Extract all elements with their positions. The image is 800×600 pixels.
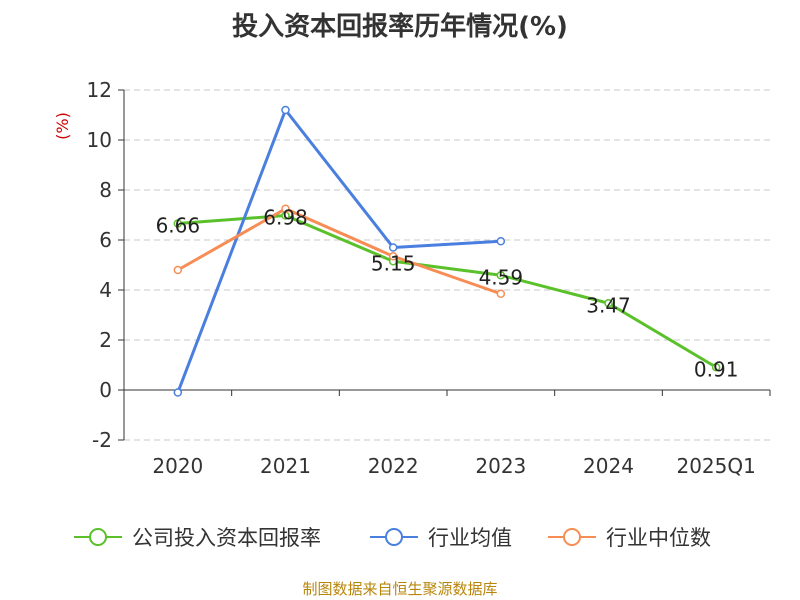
data-label: 6.98 <box>263 206 308 230</box>
legend-marker <box>89 528 107 546</box>
data-labels: 6.66 6.98 5.15 4.59 3.47 0.91 <box>156 206 739 382</box>
y-tick-label: 4 <box>99 278 112 302</box>
x-tick-label: 2022 <box>368 454 419 478</box>
legend-label: 行业均值 <box>428 526 512 550</box>
data-label: 0.91 <box>694 357 739 381</box>
data-point <box>496 271 506 280</box>
legend-label: 行业中位数 <box>606 526 711 550</box>
y-axis-label: (%) <box>53 112 72 140</box>
series-line-1 <box>176 108 501 394</box>
data-point <box>281 105 290 115</box>
data-point <box>388 252 398 261</box>
x-tick-label: 2025Q1 <box>676 454 755 478</box>
x-tick-label: 2023 <box>475 454 526 478</box>
chart-title: 投入资本回报率历年情况(%) <box>232 12 568 42</box>
data-label: 3.47 <box>586 293 631 317</box>
y-tick-label: 12 <box>87 78 112 102</box>
series-group <box>173 105 721 397</box>
data-label: 6.66 <box>156 214 201 238</box>
data-point <box>711 363 721 372</box>
y-axis-ticks: -2 0 2 4 6 8 10 12 <box>87 78 124 452</box>
data-point <box>388 243 398 252</box>
x-tick-label: 2020 <box>152 454 203 478</box>
data-point <box>604 299 613 308</box>
y-tick-label: 10 <box>87 128 112 152</box>
legend: 公司投入资本回报率 行业均值 行业中位数 <box>74 526 711 550</box>
y-tick-label: -2 <box>92 428 112 452</box>
data-point <box>496 289 506 298</box>
data-point <box>281 204 290 213</box>
data-point <box>173 388 183 397</box>
data-point <box>496 237 506 246</box>
y-tick-label: 2 <box>99 328 112 352</box>
data-label: 5.15 <box>371 251 416 275</box>
legend-marker <box>563 528 581 546</box>
source-note: 制图数据来自恒生聚源数据库 <box>302 580 498 598</box>
y-tick-label: 8 <box>99 178 112 202</box>
grid-lines <box>124 89 770 441</box>
y-tick-label: 0 <box>99 378 112 402</box>
data-point <box>173 219 183 228</box>
y-tick-label: 6 <box>99 228 112 252</box>
series-line-2 <box>177 207 502 296</box>
data-point <box>173 265 183 275</box>
x-axis-ticks: 2020 2021 2022 2023 2024 2025Q1 <box>123 390 771 478</box>
x-tick-label: 2024 <box>583 454 634 478</box>
legend-label: 公司投入资本回报率 <box>132 526 321 550</box>
legend-marker <box>385 528 403 546</box>
x-tick-label: 2021 <box>260 454 311 478</box>
series-line-0 <box>177 214 717 369</box>
axes <box>123 90 770 440</box>
data-label: 4.59 <box>479 265 524 289</box>
